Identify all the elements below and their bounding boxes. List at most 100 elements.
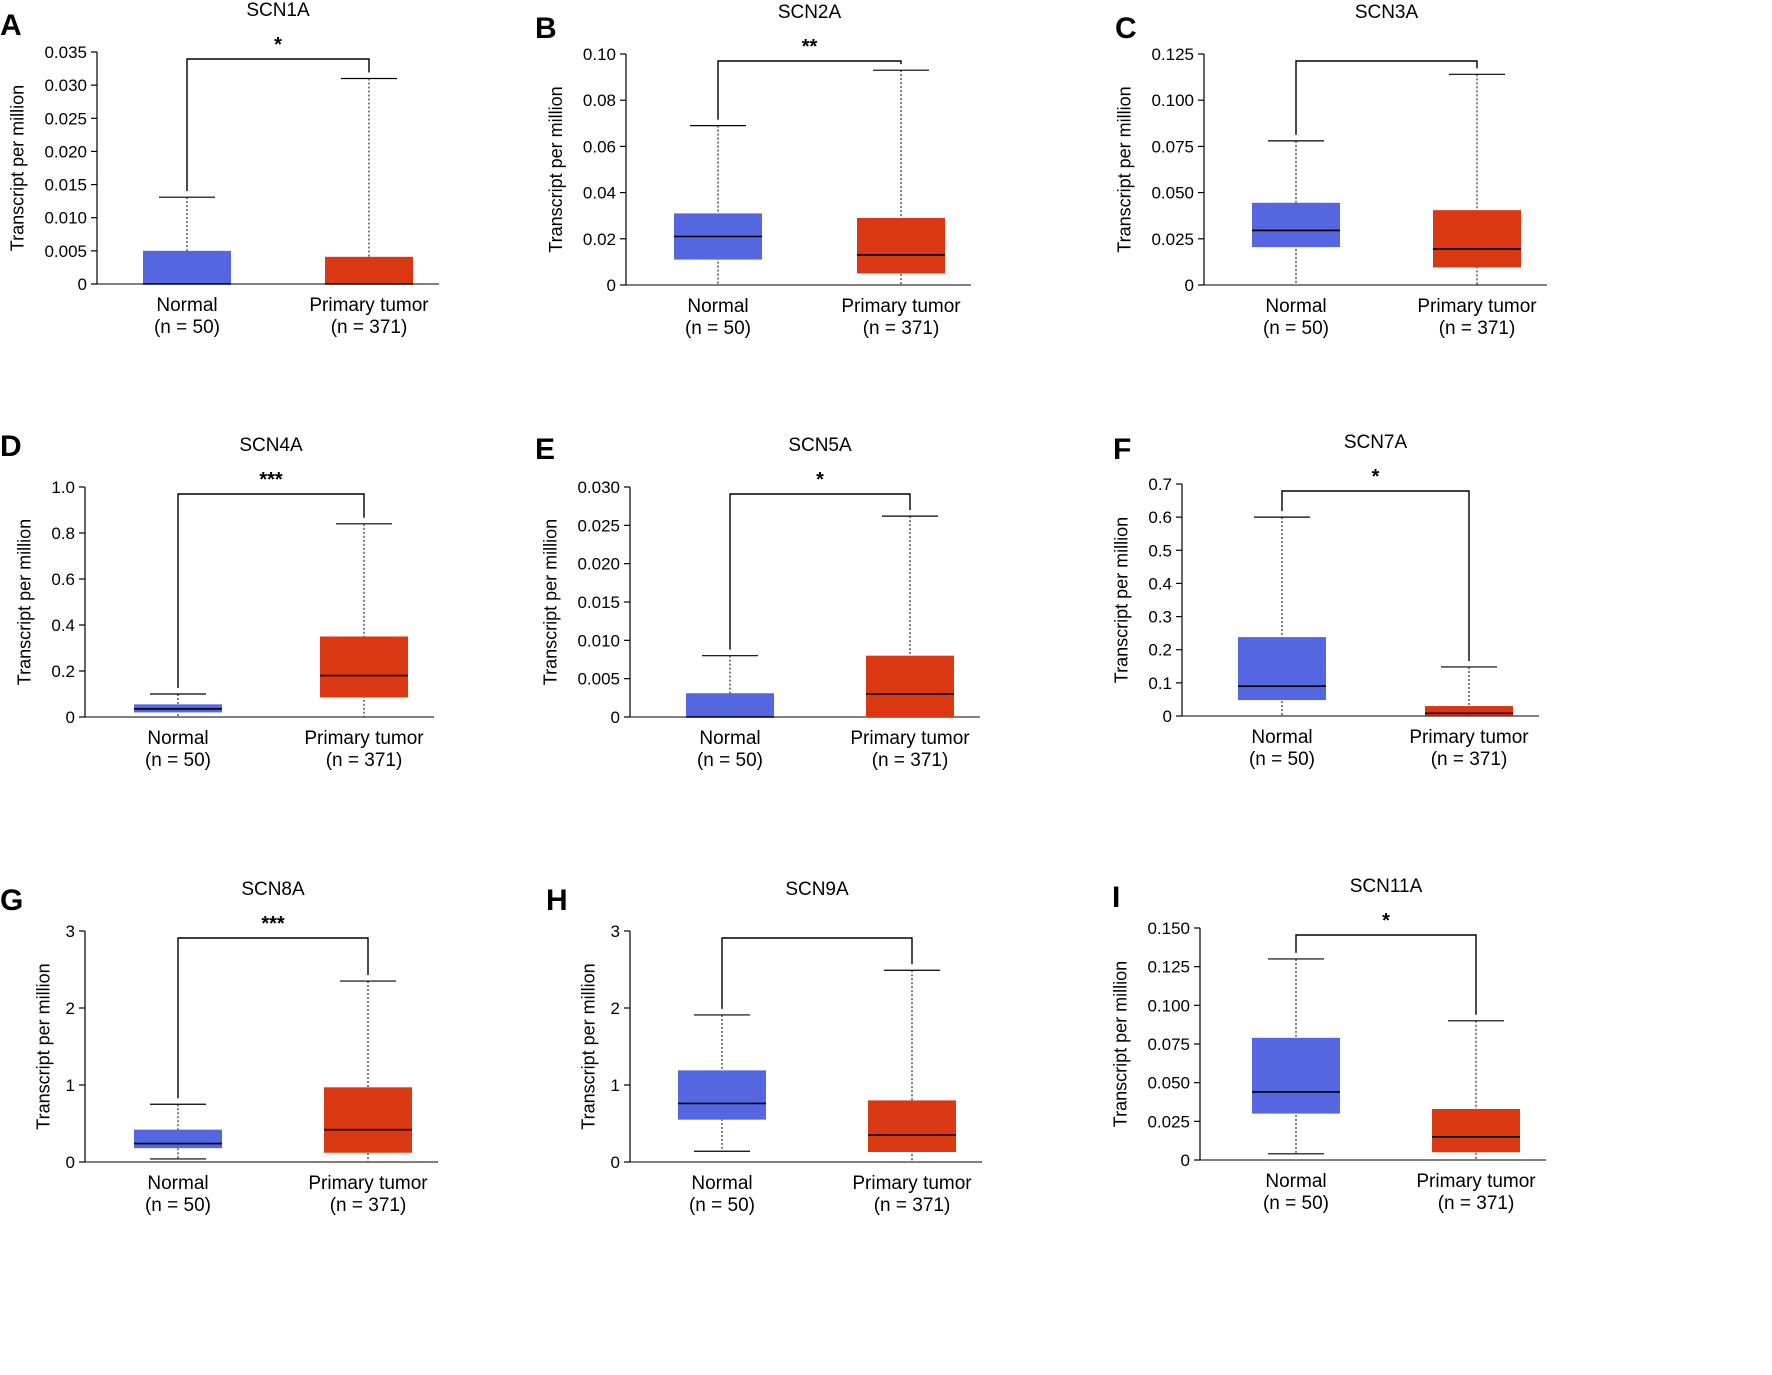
x-count-label: (n = 50)	[1263, 1193, 1329, 1214]
y-axis-label: Transcript per million	[1115, 86, 1135, 252]
y-tick-label: 0	[611, 1153, 620, 1172]
iqr-box	[320, 636, 408, 698]
panel-e: E SCN5A 0 0.005 0.010 0.015 0.020 0.025 0.030 Tra…	[535, 433, 980, 771]
significance-bracket	[729, 493, 911, 650]
y-tick-label: 0.100	[1147, 996, 1190, 1015]
box-normal	[1238, 516, 1326, 716]
x-category-label: Primary tumor	[841, 296, 961, 317]
chart-title: SCN9A	[785, 879, 849, 900]
box-normal	[1252, 958, 1340, 1155]
x-count-label: (n = 371)	[326, 750, 403, 771]
y-tick-label: 0.10	[583, 45, 616, 64]
box-normal	[674, 125, 762, 285]
box-primary-tumor	[320, 523, 408, 717]
x-count-label: (n = 50)	[145, 1195, 211, 1216]
panel-c: C SCN3A 0 0.025 0.050 0.075 0.100 0.125 Transcri…	[1115, 2, 1547, 339]
y-tick-label: 0.100	[1151, 91, 1194, 110]
iqr-box	[868, 1100, 956, 1152]
significance-bracket	[717, 60, 902, 120]
significance-bracket	[177, 937, 369, 1099]
iqr-box	[866, 655, 954, 717]
y-tick-label: 0.06	[583, 137, 616, 156]
y-tick-label: 0.3	[1148, 608, 1172, 627]
chart-title: SCN2A	[778, 2, 842, 23]
y-tick-label: 0.035	[44, 43, 87, 62]
y-tick-label: 0.075	[1151, 137, 1194, 156]
x-count-label: (n = 371)	[874, 1195, 951, 1216]
panel-label: D	[0, 430, 22, 463]
y-axis-label: Transcript per million	[15, 519, 35, 685]
y-tick-label: 3	[611, 922, 620, 941]
chart-title: SCN8A	[241, 879, 305, 900]
significance-bracket	[1295, 60, 1478, 135]
iqr-box	[1238, 637, 1326, 701]
x-category-label: Normal	[147, 728, 208, 749]
y-tick-label: 0.8	[51, 524, 75, 543]
x-count-label: (n = 371)	[331, 317, 408, 338]
x-category-label: Normal	[699, 728, 760, 749]
y-tick-label: 3	[66, 922, 75, 941]
box-normal	[143, 196, 231, 285]
y-tick-label: 0.050	[1147, 1074, 1190, 1093]
chart-title: SCN4A	[239, 435, 303, 456]
y-tick-label: 1.0	[51, 478, 75, 497]
y-axis-label: Transcript per million	[579, 963, 599, 1129]
x-category-label: Normal	[1265, 1171, 1326, 1192]
y-tick-label: 0.010	[577, 631, 620, 650]
significance-bracket	[186, 58, 370, 192]
chart-title: SCN1A	[246, 0, 310, 21]
chart-title: SCN11A	[1350, 876, 1423, 897]
chart-title: SCN7A	[1344, 432, 1408, 453]
significance-marker: ***	[261, 913, 285, 935]
y-tick-label: 0.7	[1148, 475, 1172, 494]
y-tick-label: 0.6	[51, 570, 75, 589]
y-tick-label: 0.4	[51, 616, 75, 635]
x-category-label: Primary tumor	[1417, 296, 1537, 317]
y-axis-label: Transcript per million	[1112, 517, 1132, 683]
y-tick-label: 0.005	[44, 242, 87, 261]
y-axis-label: Transcript per million	[546, 86, 566, 252]
panel-label: H	[546, 884, 568, 917]
y-tick-label: 1	[66, 1076, 75, 1095]
y-tick-label: 1	[611, 1076, 620, 1095]
y-tick-label: 0.5	[1148, 541, 1172, 560]
iqr-box	[678, 1070, 766, 1120]
y-tick-label: 0.075	[1147, 1035, 1190, 1054]
significance-bracket	[1281, 490, 1470, 661]
y-tick-label: 0.1	[1148, 674, 1172, 693]
box-normal	[134, 1103, 222, 1160]
y-tick-label: 0	[611, 708, 620, 727]
y-tick-label: 0.2	[51, 662, 75, 681]
x-count-label: (n = 50)	[154, 317, 220, 338]
x-category-label: Primary tumor	[308, 1173, 428, 1194]
panel-label: B	[535, 12, 557, 45]
x-category-label: Primary tumor	[1409, 727, 1529, 748]
box-primary-tumor	[857, 69, 945, 285]
y-tick-label: 0.005	[577, 670, 620, 689]
box-primary-tumor	[325, 77, 413, 285]
y-tick-label: 0.010	[44, 209, 87, 228]
box-normal	[1252, 140, 1340, 285]
panel-label: I	[1112, 881, 1120, 914]
x-category-label: Normal	[691, 1173, 752, 1194]
x-category-label: Primary tumor	[309, 295, 429, 316]
chart-title: SCN5A	[788, 435, 852, 456]
iqr-box	[143, 250, 231, 284]
iqr-box	[324, 1087, 412, 1153]
box-primary-tumor	[1425, 666, 1513, 716]
y-tick-label: 0.150	[1147, 919, 1190, 938]
y-axis-label: Transcript per million	[34, 963, 54, 1129]
significance-marker: *	[816, 469, 824, 491]
x-count-label: (n = 50)	[689, 1195, 755, 1216]
x-count-label: (n = 50)	[145, 750, 211, 771]
y-tick-label: 0.04	[583, 184, 616, 203]
y-tick-label: 0.025	[577, 516, 620, 535]
y-tick-label: 0	[1185, 276, 1194, 295]
box-primary-tumor	[866, 515, 954, 717]
box-normal	[686, 655, 774, 718]
y-tick-label: 0	[66, 1153, 75, 1172]
box-primary-tumor	[1432, 1020, 1520, 1160]
significance-bracket	[1295, 934, 1477, 1015]
y-tick-label: 0.025	[44, 109, 87, 128]
y-tick-label: 0	[1163, 707, 1172, 726]
